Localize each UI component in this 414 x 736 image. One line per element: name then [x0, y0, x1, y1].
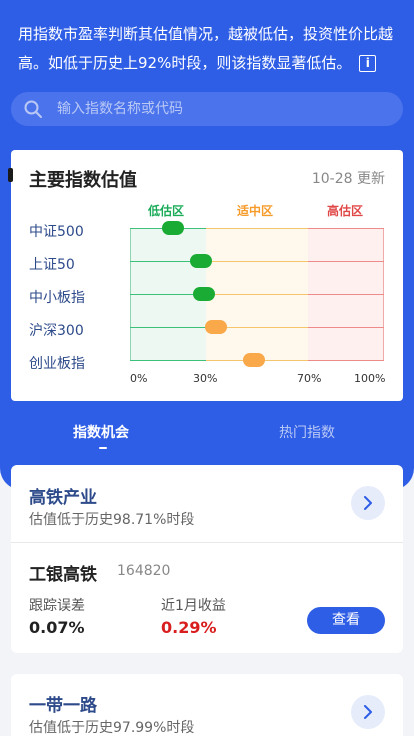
row-line	[130, 294, 206, 295]
fund-card: 工银高铁 164820 跟踪误差 近1月收益 0.07% 0.29% 查看	[11, 543, 403, 653]
tab-index-opportunity[interactable]: 指数机会	[73, 425, 129, 441]
fund-name: 工银高铁	[29, 565, 97, 585]
row-line	[206, 327, 308, 328]
zone-label-low: 低估区	[148, 204, 185, 218]
topic-arrow-button[interactable]	[351, 486, 385, 520]
valuation-marker	[243, 353, 266, 367]
valuation-marker	[190, 254, 213, 268]
topic-card-belt-and-road[interactable]: 一带一路 估值低于历史97.99%时段	[11, 674, 403, 736]
chevron-right-icon	[364, 496, 372, 510]
row-line	[308, 360, 384, 361]
row-line	[206, 294, 308, 295]
chevron-right-icon	[364, 705, 372, 719]
topic-title: 一带一路	[29, 696, 97, 716]
topic-subtitle: 估值低于历史97.99%时段	[29, 720, 195, 736]
fund-code: 164820	[117, 563, 171, 579]
active-tab-indicator	[99, 447, 107, 449]
intro-description: 用指数市盈率判断其估值情况，越被低估，投资性价比越高。如低于历史上92%时段，则…	[18, 25, 394, 72]
card-title: 主要指数估值	[29, 170, 137, 191]
topic-subtitle: 估值低于历史98.71%时段	[29, 512, 195, 528]
valuation-marker	[162, 221, 185, 235]
metric-value-tracking-error: 0.07%	[29, 618, 85, 637]
metric-label-tracking-error: 跟踪误差	[29, 598, 85, 614]
search-icon	[24, 100, 42, 118]
row-label-chinext[interactable]: 创业板指	[29, 356, 85, 372]
row-label-csi300[interactable]: 沪深300	[29, 323, 84, 339]
metric-label-1m-return: 近1月收益	[161, 598, 226, 614]
row-line	[130, 360, 206, 361]
valuation-card: 主要指数估值 10-28 更新 低估区 适中区 高估区 中证500 上证50 中…	[8, 150, 403, 401]
row-line	[308, 261, 384, 262]
zone-label-high: 高估区	[327, 204, 364, 218]
divider	[11, 542, 403, 543]
topic-card-high-speed-rail[interactable]: 高铁产业 估值低于历史98.71%时段	[11, 465, 403, 543]
row-label-sme[interactable]: 中小板指	[29, 290, 85, 306]
row-line	[308, 228, 384, 229]
row-line	[206, 228, 308, 229]
view-button[interactable]: 查看	[307, 607, 385, 634]
axis-tick-30: 30%	[193, 372, 218, 385]
topic-arrow-button[interactable]	[351, 695, 385, 729]
update-time: 10-28 更新	[311, 171, 385, 187]
search-bar[interactable]	[11, 92, 403, 126]
row-line	[308, 327, 384, 328]
row-label-csi500[interactable]: 中证500	[29, 224, 84, 240]
row-label-sse50[interactable]: 上证50	[29, 257, 75, 273]
title-accent	[8, 168, 13, 182]
valuation-marker	[205, 320, 228, 334]
tab-hot-index[interactable]: 热门指数	[279, 425, 335, 441]
info-icon[interactable]: i	[359, 55, 377, 72]
search-input[interactable]	[57, 101, 377, 117]
topic-title: 高铁产业	[29, 488, 97, 508]
metric-value-1m-return: 0.29%	[161, 618, 217, 637]
row-line	[308, 294, 384, 295]
intro-text: 用指数市盈率判断其估值情况，越被低估，投资性价比越高。如低于历史上92%时段，则…	[18, 20, 398, 78]
axis-tick-70: 70%	[297, 372, 322, 385]
axis-tick-100: 100%	[354, 372, 386, 385]
valuation-marker	[192, 287, 215, 301]
row-line	[130, 327, 206, 328]
zone-label-mid: 适中区	[237, 204, 274, 218]
valuation-chart	[130, 221, 384, 367]
row-line	[206, 261, 308, 262]
axis-tick-0: 0%	[130, 372, 148, 385]
tab-bar: 指数机会 热门指数	[0, 422, 414, 456]
row-line	[130, 261, 206, 262]
